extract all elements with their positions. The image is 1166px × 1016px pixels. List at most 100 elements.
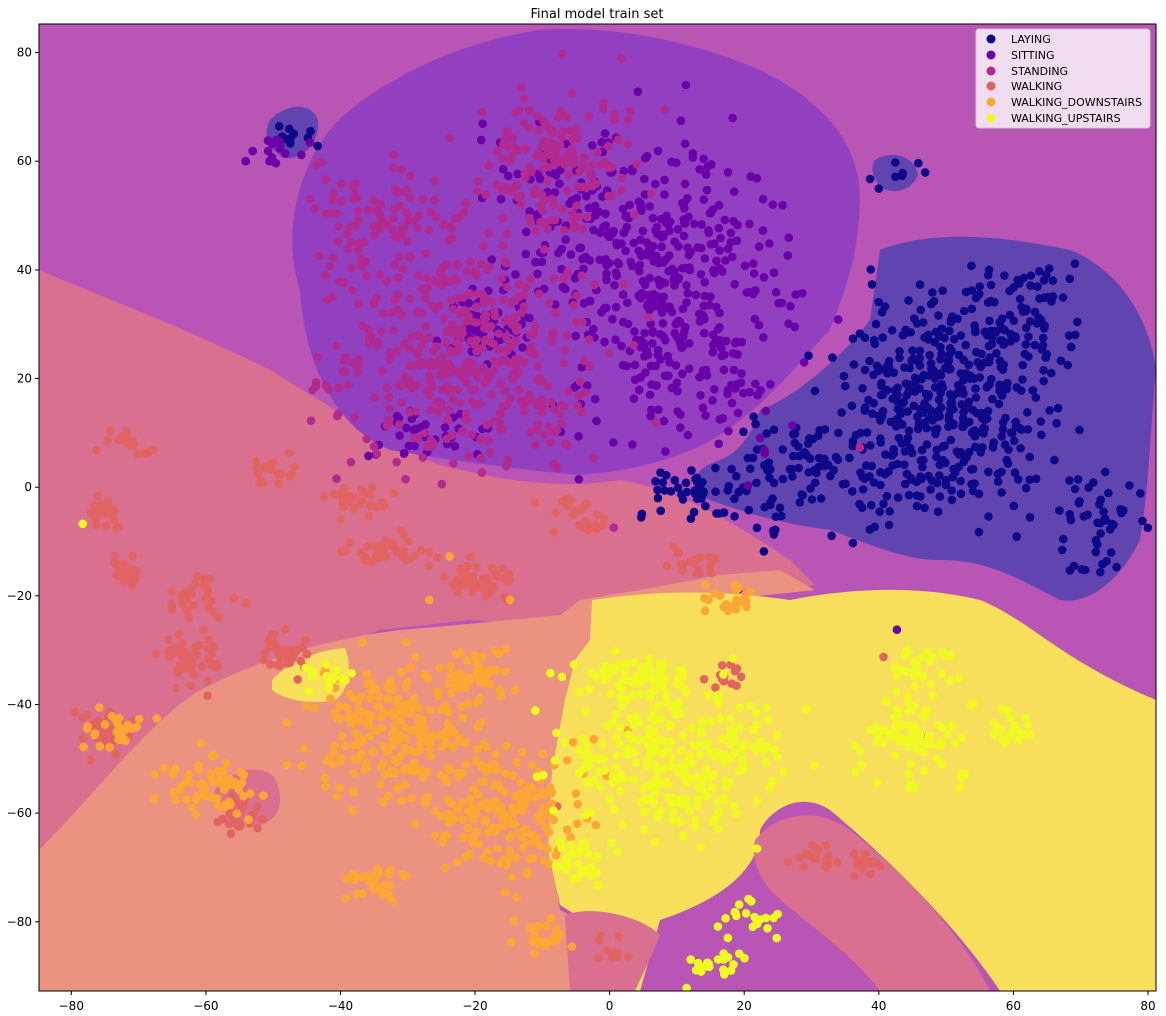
data-point-sitting — [646, 319, 655, 329]
data-point-walking-upstairs — [584, 850, 593, 859]
data-point-walking — [120, 436, 130, 446]
data-point-walking-upstairs — [761, 758, 771, 767]
data-point-standing — [391, 184, 400, 194]
data-point-laying — [636, 513, 646, 522]
data-point-sitting — [638, 226, 648, 236]
data-point-walking-downstairs — [745, 587, 755, 597]
data-point-walking-upstairs — [546, 668, 555, 678]
data-point-sitting — [629, 238, 638, 248]
data-point-walking — [273, 643, 283, 653]
data-point-walking — [177, 664, 187, 674]
data-point-walking-downstairs — [472, 658, 482, 667]
data-point-sitting — [678, 263, 687, 273]
data-point-sitting — [701, 170, 711, 179]
data-point-sitting — [651, 361, 660, 371]
data-point-walking-downstairs — [302, 701, 311, 710]
data-point-standing — [516, 200, 526, 210]
data-point-walking-downstairs — [393, 784, 402, 793]
data-point-standing — [632, 160, 642, 169]
data-point-sitting — [708, 348, 718, 357]
data-point-walking-downstairs — [445, 552, 454, 561]
data-point-standing — [384, 415, 393, 425]
data-point-sitting — [267, 153, 277, 162]
data-point-walking — [151, 650, 161, 659]
data-point-standing — [481, 190, 491, 199]
data-point-laying — [810, 478, 820, 488]
data-point-walking-downstairs — [731, 586, 741, 595]
data-point-walking — [425, 561, 434, 571]
data-point-walking — [197, 662, 207, 671]
data-point-walking-downstairs — [384, 791, 393, 801]
data-point-standing — [510, 182, 520, 192]
data-point-laying — [745, 464, 755, 474]
data-point-laying — [926, 359, 936, 368]
data-point-standing — [384, 393, 393, 402]
data-point-walking-downstairs — [321, 782, 330, 791]
data-point-walking-downstairs — [160, 763, 169, 773]
data-point-walking-upstairs — [593, 853, 602, 863]
data-point-walking — [599, 515, 609, 524]
data-point-laying — [868, 409, 877, 419]
data-point-walking-downstairs — [191, 810, 201, 819]
data-point-standing — [520, 169, 530, 179]
data-point-laying — [1112, 562, 1121, 572]
data-point-walking-upstairs — [904, 769, 914, 779]
data-point-sitting — [280, 149, 290, 158]
data-point-standing — [855, 443, 865, 453]
data-point-laying — [847, 401, 857, 411]
data-point-standing — [609, 523, 619, 532]
x-tick-label: 40 — [871, 999, 886, 1013]
data-point-laying — [1031, 474, 1041, 484]
data-point-laying — [759, 547, 769, 556]
data-point-standing — [399, 264, 408, 274]
data-point-sitting — [729, 187, 739, 196]
data-point-standing — [389, 150, 399, 160]
data-point-laying — [1071, 330, 1080, 340]
region-walking-upstairs — [548, 589, 1156, 991]
data-point-walking-upstairs — [579, 734, 588, 743]
data-point-walking-downstairs — [471, 809, 481, 818]
data-point-laying — [909, 354, 918, 364]
data-point-sitting — [679, 231, 689, 241]
data-point-sitting — [411, 424, 421, 434]
data-point-standing — [362, 271, 371, 281]
data-point-walking-downstairs — [471, 803, 481, 812]
data-point-laying — [956, 331, 966, 340]
data-point-standing — [332, 208, 341, 218]
data-point-walking-upstairs — [687, 723, 696, 733]
data-point-standing — [452, 276, 462, 286]
data-point-walking-upstairs — [651, 759, 661, 769]
data-point-standing — [544, 162, 554, 172]
data-point-walking-downstairs — [187, 803, 197, 812]
data-point-walking-upstairs — [682, 983, 691, 991]
data-point-laying — [904, 296, 913, 305]
data-point-sitting — [589, 324, 598, 334]
data-point-standing — [524, 106, 534, 115]
data-point-walking-upstairs — [720, 796, 730, 805]
data-point-laying — [948, 391, 958, 401]
data-point-walking-downstairs — [735, 597, 745, 607]
x-tick-label: 60 — [1006, 999, 1021, 1013]
data-point-laying — [860, 365, 870, 375]
data-point-standing — [394, 252, 404, 262]
data-point-walking-downstairs — [450, 729, 459, 738]
data-point-standing — [556, 419, 566, 429]
data-point-standing — [520, 94, 529, 103]
data-point-walking — [132, 566, 141, 576]
data-point-walking — [360, 553, 369, 563]
data-point-walking-downstairs — [380, 708, 390, 718]
data-point-sitting — [670, 328, 680, 338]
data-point-sitting — [657, 242, 666, 252]
data-point-laying — [1041, 353, 1051, 362]
data-point-walking-downstairs — [234, 785, 244, 794]
data-point-walking-upstairs — [937, 740, 946, 750]
data-point-sitting — [450, 441, 460, 451]
data-point-walking-downstairs — [387, 685, 397, 694]
data-point-standing — [331, 341, 341, 351]
data-point-walking-downstairs — [135, 714, 144, 724]
data-point-walking — [189, 670, 198, 680]
data-point-walking-upstairs — [628, 690, 637, 699]
data-point-walking — [258, 814, 267, 824]
data-point-walking — [463, 562, 473, 571]
data-point-standing — [494, 345, 504, 355]
